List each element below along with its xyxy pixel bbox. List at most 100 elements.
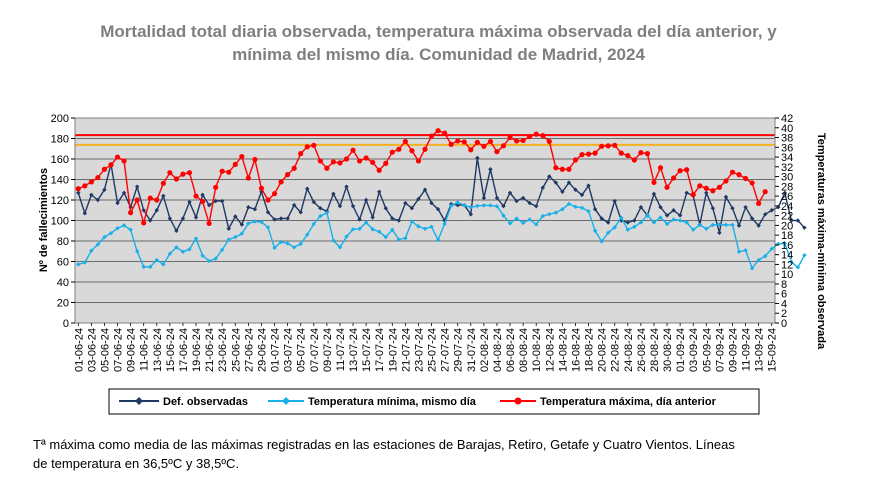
data-point-def-observadas — [291, 202, 297, 208]
data-point-tmin — [180, 249, 186, 254]
x-tick-label: 20-08-24 — [597, 328, 609, 372]
y-right-tick-label: 30 — [781, 172, 793, 184]
x-tick-label: 12-08-24 — [544, 328, 556, 372]
data-point-tmin — [749, 266, 755, 271]
data-point-tmin — [540, 213, 545, 219]
x-tick-label: 10-08-24 — [531, 328, 543, 372]
data-point-tmin — [547, 211, 552, 217]
series-group — [75, 128, 807, 271]
data-point-tmax — [363, 155, 369, 161]
data-point-tmax — [644, 151, 651, 157]
y-right-tick-label: 34 — [781, 152, 793, 164]
data-point-tmax — [101, 166, 108, 172]
data-point-def-observadas — [625, 220, 631, 225]
data-point-tmin — [422, 226, 428, 231]
data-point-def-observadas — [442, 218, 447, 223]
data-point-tmax — [298, 151, 304, 157]
data-point-tmax — [625, 152, 631, 159]
data-point-def-observadas — [200, 192, 205, 198]
data-point-tmin — [272, 245, 277, 251]
data-point-tmax — [422, 146, 428, 152]
data-point-tmin — [736, 249, 742, 254]
x-tick-label: 25-06-24 — [230, 328, 242, 372]
data-point-tmin — [311, 221, 316, 227]
data-point-def-observadas — [239, 222, 245, 227]
data-point-def-observadas — [534, 203, 539, 209]
data-point-tmin — [592, 228, 598, 233]
data-point-tmin — [684, 220, 689, 225]
data-point-tmin — [89, 248, 94, 253]
data-point-tmin — [566, 201, 572, 207]
legend-marker-def — [135, 397, 143, 405]
data-point-tmin — [298, 241, 303, 247]
data-point-tmin — [357, 226, 362, 231]
data-point-tmax — [167, 170, 173, 176]
data-point-tmax — [533, 131, 539, 137]
x-tick-label: 19-07-24 — [387, 328, 399, 372]
y-right-tick-label: 10 — [781, 269, 793, 281]
data-point-tmax — [265, 197, 271, 203]
data-point-tmin — [717, 222, 722, 227]
x-tick-label: 09-09-24 — [727, 328, 739, 372]
data-point-tmax — [618, 150, 624, 156]
data-point-tmax — [409, 148, 415, 154]
y-left-tick-label: 20 — [57, 298, 69, 310]
data-point-def-observadas — [494, 195, 500, 201]
data-point-tmin — [115, 226, 120, 231]
data-point-def-observadas — [370, 215, 375, 220]
x-tick-label: 11-09-24 — [741, 328, 753, 371]
data-point-def-observadas — [134, 184, 140, 189]
data-point-tmin — [534, 222, 539, 227]
data-point-tmin — [795, 265, 801, 270]
data-point-tmin — [789, 259, 794, 265]
data-point-tmax — [376, 167, 382, 173]
data-point-def-observadas — [605, 220, 611, 225]
data-point-tmax — [559, 166, 565, 172]
data-point-def-observadas — [756, 223, 761, 228]
data-point-tmax — [337, 160, 343, 166]
data-point-tmax — [455, 138, 461, 144]
data-point-tmin — [730, 222, 735, 228]
data-point-def-observadas — [187, 199, 192, 205]
data-point-def-observadas — [573, 187, 578, 192]
y-right-tick-label: 22 — [781, 211, 793, 223]
y-right-tick-label: 8 — [781, 279, 787, 291]
data-point-tmax — [232, 161, 238, 167]
footnote-line-2: de temperatura en 36,5ºC y 38,5ºC. — [33, 456, 240, 471]
data-point-tmin — [776, 241, 781, 247]
data-point-tmin — [429, 224, 434, 230]
data-point-tmax — [245, 175, 251, 181]
data-point-tmin — [632, 224, 637, 230]
data-point-def-observadas — [409, 206, 415, 211]
data-point-tmax — [180, 171, 186, 177]
y-right-tick-label: 40 — [781, 123, 793, 135]
data-point-tmin — [442, 221, 447, 227]
data-point-def-observadas — [141, 208, 146, 213]
x-tick-label: 05-06-24 — [99, 328, 111, 372]
data-point-tmax — [141, 220, 147, 226]
data-point-tmin — [677, 218, 683, 223]
data-point-def-observadas — [632, 218, 637, 223]
data-point-def-observadas — [226, 226, 231, 231]
data-point-tmin — [481, 203, 487, 208]
y-right-tick-label: 16 — [781, 240, 793, 252]
data-point-tmin — [128, 227, 133, 232]
y-left-tick-label: 100 — [51, 216, 69, 228]
x-tick-label: 07-06-24 — [113, 328, 125, 372]
x-tick-label: 24-08-24 — [623, 328, 635, 372]
x-tick-label: 28-08-24 — [649, 328, 661, 372]
data-point-def-observadas — [344, 184, 349, 189]
x-tick-label: 03-07-24 — [283, 328, 295, 372]
data-point-tmin — [494, 204, 500, 209]
data-point-def-observadas — [638, 204, 644, 210]
data-point-def-observadas — [468, 212, 473, 217]
x-tick-label: 13-07-24 — [348, 328, 360, 372]
data-point-def-observadas — [658, 204, 663, 210]
y-right-tick-label: 26 — [781, 191, 793, 203]
data-point-def-observadas — [488, 167, 493, 172]
data-point-def-observadas — [684, 190, 689, 196]
data-point-tmin — [691, 227, 696, 232]
data-point-tmax — [481, 143, 487, 149]
x-tick-label: 13-09-24 — [754, 328, 766, 372]
data-point-def-observadas — [350, 203, 356, 209]
